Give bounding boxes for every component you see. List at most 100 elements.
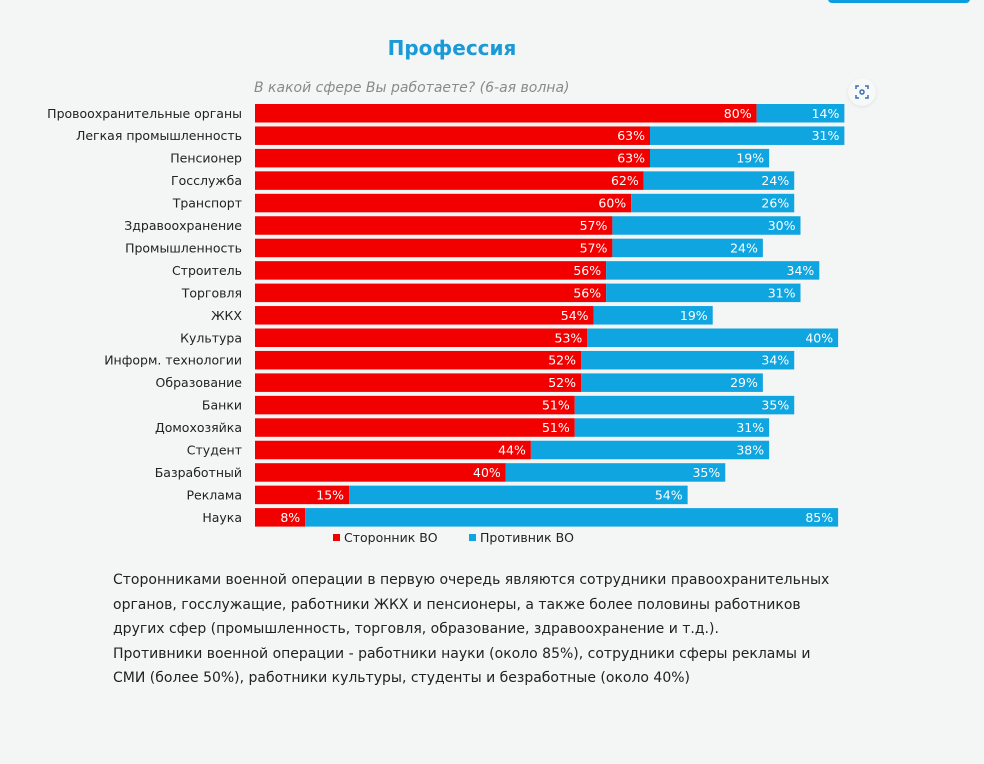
bar-opponent: [505, 463, 726, 482]
category-label: Культура: [180, 330, 242, 345]
bar-chart: Провоохранительные органы 80% 14% Легкая пр…: [47, 104, 845, 545]
bar-supporter: [255, 126, 651, 145]
bar-opponent: [530, 440, 770, 460]
category-label: Студент: [187, 443, 242, 458]
legend-swatch: [333, 534, 340, 541]
data-label: 56%: [573, 263, 601, 278]
bar-supporter: [255, 306, 594, 325]
bar-supporter: [255, 328, 588, 347]
data-label: 34%: [787, 263, 815, 278]
data-label: 63%: [617, 128, 645, 143]
data-label: 56%: [573, 285, 601, 300]
data-label: 38%: [736, 443, 764, 458]
scan-button[interactable]: [848, 78, 876, 106]
bar-supporter: [255, 171, 644, 190]
category-label: Банки: [202, 398, 242, 413]
category-label: Реклама: [186, 487, 242, 502]
data-label: 26%: [761, 196, 789, 211]
category-label: Госслужба: [171, 173, 242, 188]
legend-label: Противник ВО: [480, 530, 574, 545]
data-label: 54%: [655, 487, 683, 502]
data-label: 40%: [473, 465, 501, 480]
bar-supporter: [255, 104, 757, 123]
bar-opponent: [650, 126, 845, 145]
bar-supporter: [255, 193, 632, 213]
category-label: Легкая промышленность: [76, 128, 242, 143]
category-label: Образование: [156, 375, 243, 390]
bar-opponent: [574, 395, 795, 415]
category-label: Провоохранительные органы: [47, 106, 242, 121]
bar-opponent: [606, 261, 820, 280]
bar-opponent: [643, 171, 795, 190]
bar-supporter: [255, 373, 582, 392]
bar-opponent: [574, 418, 770, 437]
bar-supporter: [255, 261, 607, 280]
category-label: Транспорт: [172, 196, 242, 211]
bar-opponent: [593, 306, 713, 325]
bar-supporter: [255, 440, 531, 460]
bar-supporter: [255, 216, 613, 235]
category-label: Промышленность: [125, 240, 242, 255]
bar-supporter: [255, 508, 306, 527]
bar-opponent: [631, 193, 795, 213]
bar-opponent: [612, 216, 801, 235]
category-label: Наука: [202, 510, 242, 525]
category-label: Базработный: [155, 465, 242, 480]
category-label: Домохозяйка: [155, 420, 242, 435]
data-label: 51%: [542, 420, 570, 435]
data-label: 19%: [680, 308, 708, 323]
data-label: 57%: [580, 240, 608, 255]
data-label: 54%: [561, 308, 589, 323]
bar-opponent: [606, 283, 801, 303]
bar-supporter: [255, 283, 607, 303]
data-label: 44%: [498, 443, 526, 458]
data-label: 15%: [316, 487, 344, 502]
data-label: 8%: [280, 510, 300, 525]
page-title: Профессия: [387, 36, 517, 60]
data-label: 29%: [730, 375, 758, 390]
bar-supporter: [255, 463, 506, 482]
data-label: 40%: [805, 330, 833, 345]
bar-opponent: [756, 104, 845, 123]
bar-opponent: [581, 350, 795, 370]
data-label: 19%: [736, 151, 764, 166]
category-label: ЖКХ: [211, 308, 242, 323]
data-label: 35%: [761, 398, 789, 413]
data-label: 30%: [768, 218, 796, 233]
data-label: 31%: [812, 128, 840, 143]
bar-opponent: [650, 148, 770, 168]
data-label: 34%: [761, 353, 789, 368]
data-label: 52%: [548, 353, 576, 368]
data-label: 80%: [724, 106, 752, 121]
category-label: Строитель: [172, 263, 242, 278]
bar-opponent: [349, 485, 688, 505]
top-button[interactable]: [828, 0, 970, 3]
commentary: Сторонниками военной операции в первую о…: [113, 568, 833, 691]
category-label: Информ. технологии: [104, 353, 242, 368]
bar-supporter: [255, 418, 575, 437]
bar-supporter: [255, 148, 651, 168]
note-paragraph: Сторонниками военной операции в первую о…: [113, 572, 830, 637]
bar-supporter: [255, 350, 582, 370]
bar-supporter: [255, 238, 613, 258]
bar-opponent: [581, 373, 763, 392]
data-label: 60%: [598, 196, 626, 211]
bar-supporter: [255, 395, 575, 415]
data-label: 62%: [611, 173, 639, 188]
data-label: 31%: [768, 285, 796, 300]
bar-supporter: [255, 485, 350, 505]
chart-subtitle: В какой сфере Вы работаете? (6-ая волна): [254, 80, 570, 96]
legend-label: Сторонник ВО: [344, 530, 438, 545]
data-label: 24%: [730, 240, 758, 255]
data-label: 14%: [812, 106, 840, 121]
data-label: 52%: [548, 375, 576, 390]
data-label: 63%: [617, 151, 645, 166]
scan-icon: [855, 85, 869, 99]
bar-opponent: [587, 328, 839, 347]
category-label: Торговля: [181, 285, 242, 300]
category-label: Здравоохранение: [124, 218, 242, 233]
data-label: 85%: [805, 510, 833, 525]
category-label: Пенсионер: [170, 151, 242, 166]
data-label: 53%: [555, 330, 583, 345]
data-label: 35%: [692, 465, 720, 480]
